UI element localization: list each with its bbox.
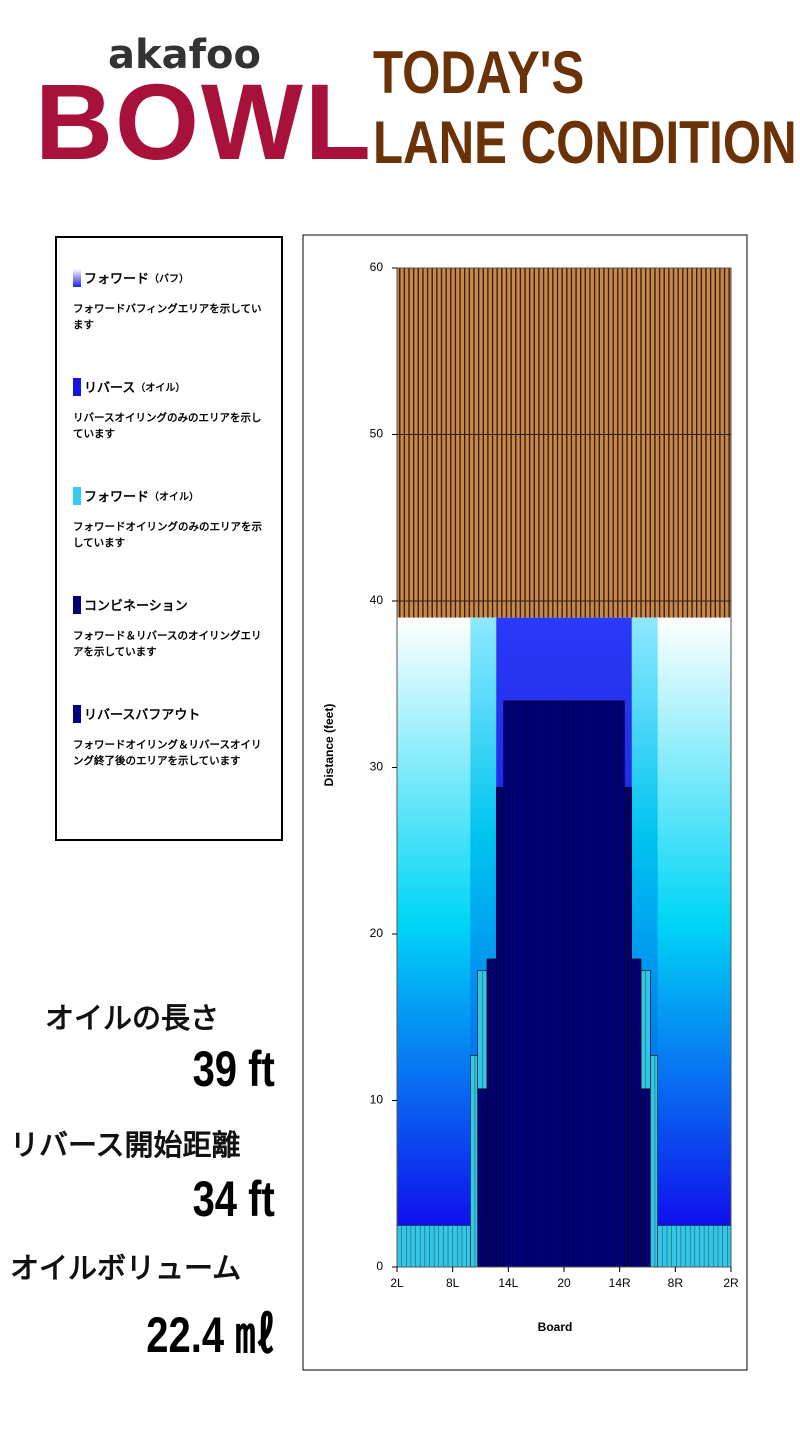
legend-sub: （オイル） xyxy=(149,492,200,503)
legend-desc: フォワードバフィングエリアを示しています xyxy=(73,303,262,331)
y-tick-label: 0 xyxy=(376,1259,383,1273)
stat-label: リバース開始距離 xyxy=(10,1128,241,1162)
legend-title: フォワード （オイル） xyxy=(73,486,268,505)
lane-wood xyxy=(397,268,731,618)
legend-desc: リバースオイリングのみのエリアを示しています xyxy=(73,412,262,440)
oil-region xyxy=(396,1225,471,1268)
legend-swatch xyxy=(73,704,81,723)
legend-name: リバースバフアウト xyxy=(84,708,201,723)
y-tick-label: 60 xyxy=(370,260,384,274)
x-tick-label: 8L xyxy=(446,1276,460,1290)
stat-value: 34 ft xyxy=(192,1171,275,1227)
legend-name: リバース xyxy=(84,381,136,396)
stat-value: 22.4 ㎖ xyxy=(146,1307,275,1363)
title-line: TODAY'S xyxy=(373,39,585,106)
legend-item: フォワード （バフ） フォワードバフィングエリアを示しています xyxy=(73,268,268,333)
legend-swatch xyxy=(73,595,81,614)
stat-label: オイルの長さ xyxy=(45,1001,220,1035)
x-tick-label: 2R xyxy=(723,1276,739,1290)
y-tick-label: 20 xyxy=(370,926,384,940)
x-axis-label: Board xyxy=(538,1320,573,1334)
x-tick-label: 2L xyxy=(390,1276,404,1290)
oil-region xyxy=(657,1225,732,1268)
legend-swatch xyxy=(73,377,81,396)
legend-desc: フォワード＆リバースのオイリングエリアを示しています xyxy=(73,630,262,658)
x-tick-label: 14R xyxy=(609,1276,631,1290)
legend-swatch xyxy=(73,268,81,287)
x-tick-label: 8R xyxy=(668,1276,684,1290)
y-tick-label: 50 xyxy=(370,427,384,441)
legend-sub: （オイル） xyxy=(135,383,186,394)
legend-item: フォワード （オイル） フォワードオイリングのみのエリアを示しています xyxy=(73,486,268,551)
stat-value: 39 ft xyxy=(192,1041,275,1097)
brand-small: akafoo xyxy=(108,32,261,78)
legend-title: リバース （オイル） xyxy=(73,377,268,396)
oil-region xyxy=(649,1055,659,1268)
legend-title: フォワード （バフ） xyxy=(73,268,268,287)
oil-region xyxy=(469,1055,479,1268)
legend-name: フォワード xyxy=(84,272,150,287)
x-tick-label: 20 xyxy=(557,1276,571,1290)
legend-title: リバースバフアウト xyxy=(73,704,268,723)
stat-label: オイルボリューム xyxy=(10,1251,242,1285)
legend-desc: フォワードオイリング＆リバースオイリング終了後のエリアを示しています xyxy=(73,739,262,767)
title-line: LANE CONDITION xyxy=(373,109,797,176)
legend-item: リバース （オイル） リバースオイリングのみのエリアを示しています xyxy=(73,377,268,442)
legend-desc: フォワードオイリングのみのエリアを示しています xyxy=(73,521,262,549)
page-title: TODAY'S LANE CONDITION xyxy=(373,38,797,178)
legend-item: コンビネーションフォワード＆リバースのオイリングエリアを示しています xyxy=(73,595,268,660)
y-tick-label: 10 xyxy=(370,1093,384,1107)
x-tick-label: 14L xyxy=(498,1276,518,1290)
legend-swatch xyxy=(73,486,81,505)
legend: フォワード （バフ） フォワードバフィングエリアを示しています リバース （オイル） リバ… xyxy=(55,236,283,841)
y-tick-label: 40 xyxy=(370,593,384,607)
brand-large: BOWL xyxy=(35,61,373,182)
legend-title: コンビネーション xyxy=(73,595,268,614)
y-tick-label: 30 xyxy=(370,760,384,774)
legend-name: コンビネーション xyxy=(84,599,188,614)
legend-item: リバースバフアウトフォワードオイリング＆リバースオイリング終了後のエリアを示して… xyxy=(73,704,268,769)
legend-name: フォワード xyxy=(84,490,150,505)
y-axis-label: Distance (feet) xyxy=(322,704,336,787)
legend-sub: （バフ） xyxy=(149,274,190,285)
